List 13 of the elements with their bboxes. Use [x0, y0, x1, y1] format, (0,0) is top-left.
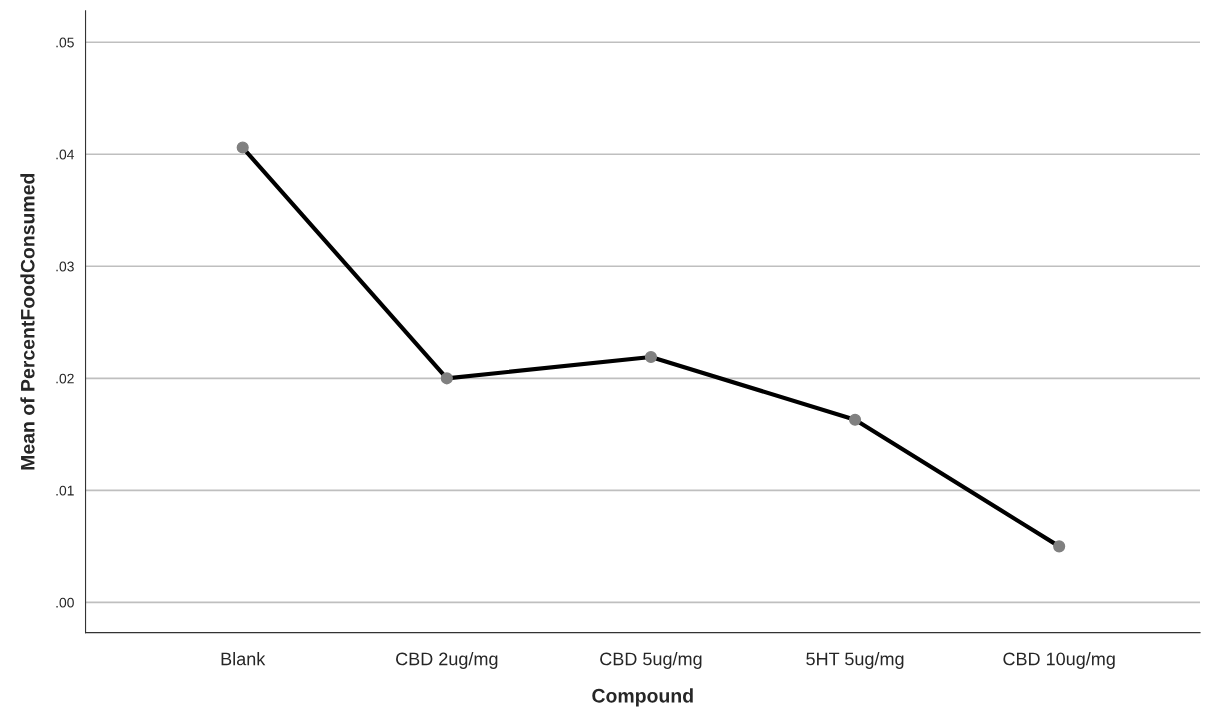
y-tick-label: .04: [56, 149, 75, 160]
y-tick-label: .02: [56, 373, 74, 384]
x-tick-label: CBD 10ug/mg: [1003, 652, 1115, 669]
y-tick-label: .00: [56, 597, 74, 608]
x-tick-label: CBD 5ug/mg: [600, 652, 702, 669]
x-tick-label: Blank: [221, 652, 266, 666]
y-tick-label: .03: [56, 261, 74, 272]
x-axis-title: Compound: [592, 688, 693, 707]
y-tick-label: .05: [56, 37, 74, 48]
x-tick-label: CBD 2ug/mg: [396, 652, 498, 669]
x-tick-label: 5HT 5ug/mg: [806, 652, 904, 669]
y-axis-title: Mean of PercentFoodConsumed: [20, 173, 35, 470]
y-tick-label: .01: [56, 485, 74, 496]
